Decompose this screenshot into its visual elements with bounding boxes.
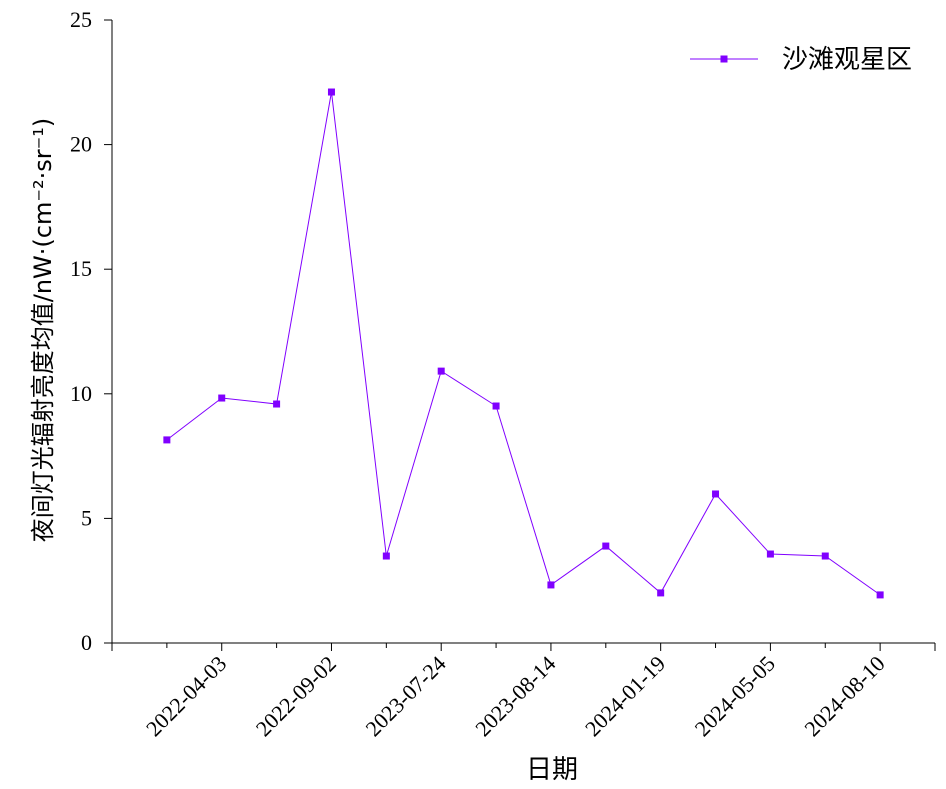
data-point [547, 581, 555, 589]
data-point [821, 552, 829, 560]
y-axis-label: 夜间灯光辐射亮度均值/nW·(cm⁻²·sr⁻¹) [29, 118, 57, 543]
data-point [876, 591, 884, 599]
data-point [382, 552, 390, 560]
x-axis-label: 日期 [526, 755, 578, 785]
data-point [218, 394, 226, 402]
data-point [163, 436, 171, 444]
series-line [166, 91, 881, 596]
data-point [327, 88, 335, 96]
data-point [712, 490, 720, 498]
x-tick-label: 2023-08-14 [470, 651, 560, 741]
y-tick-label: 15 [70, 256, 92, 281]
x-tick-label: 2024-08-10 [799, 651, 889, 741]
data-point [273, 400, 281, 408]
data-point [437, 367, 445, 375]
x-tick-label: 2023-07-24 [360, 651, 450, 741]
y-tick-label: 5 [81, 505, 92, 530]
data-point [657, 589, 665, 597]
x-tick-label: 2024-01-19 [580, 651, 670, 741]
y-tick-label: 10 [70, 381, 92, 406]
x-tick-label: 2022-09-02 [251, 651, 341, 741]
y-tick-label: 20 [70, 132, 92, 157]
legend-marker [720, 55, 728, 63]
x-tick-label: 2022-04-03 [141, 651, 231, 741]
y-tick-label: 0 [81, 630, 92, 655]
data-point [602, 542, 610, 550]
legend-label: 沙滩观星区 [782, 45, 912, 75]
y-tick-label: 25 [70, 7, 92, 32]
data-point [766, 550, 774, 558]
data-point [492, 402, 500, 410]
x-tick-label: 2024-05-05 [690, 651, 780, 741]
